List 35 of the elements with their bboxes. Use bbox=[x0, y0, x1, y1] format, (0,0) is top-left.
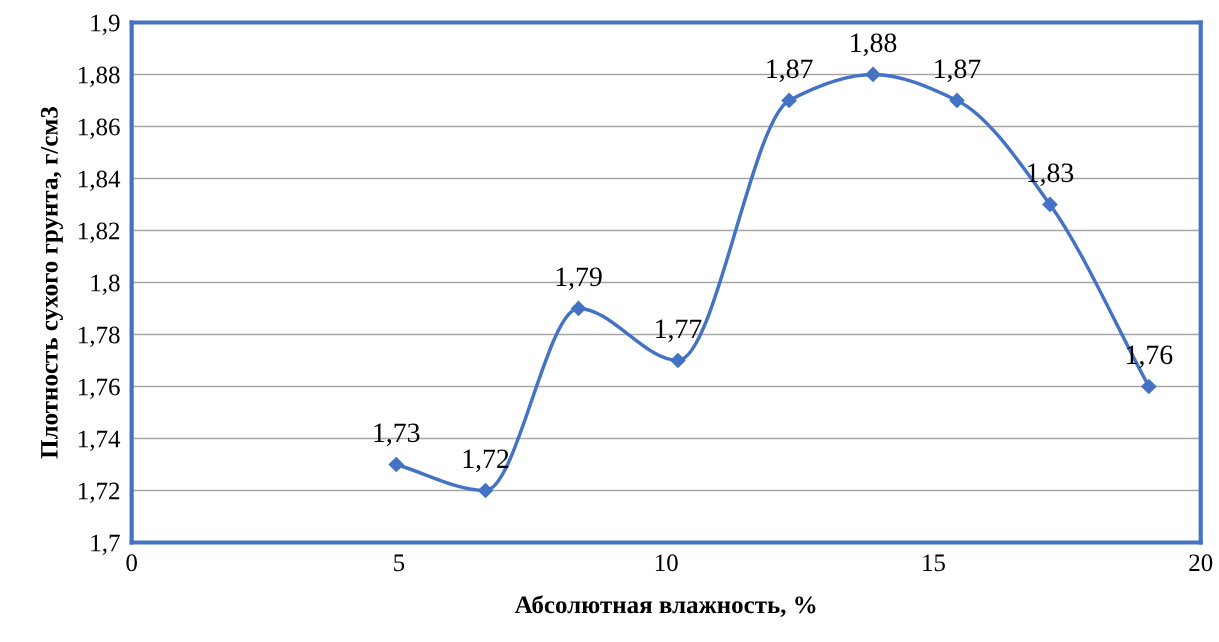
data-label: 1,72 bbox=[463, 449, 509, 473]
y-tick-label: 1,78 bbox=[78, 326, 120, 347]
data-label: 1,87 bbox=[935, 59, 981, 83]
y-tick-label: 1,88 bbox=[78, 66, 120, 87]
x-tick-label: 20 bbox=[1189, 554, 1213, 572]
y-tick-label: 1,86 bbox=[78, 118, 120, 139]
data-label: 1,73 bbox=[374, 423, 420, 447]
y-tick-label: 1,74 bbox=[78, 430, 121, 451]
point bbox=[781, 92, 797, 109]
x-tick-label: 5 bbox=[394, 554, 405, 572]
data-label: 1,79 bbox=[556, 267, 602, 291]
point bbox=[949, 92, 965, 109]
point bbox=[670, 352, 686, 369]
x-tick-label: 15 bbox=[923, 554, 945, 572]
x-axis-title: Абсолютная влажность, % bbox=[514, 595, 816, 617]
y-tick-label: 1,82 bbox=[78, 222, 120, 243]
y-tick-label: 1,76 bbox=[78, 378, 120, 399]
data-label: 1,83 bbox=[1028, 163, 1074, 187]
data-label: 1,77 bbox=[656, 319, 702, 343]
point bbox=[570, 300, 587, 317]
y-axis-title: Плотность сухого грунта, г/см3 bbox=[40, 106, 63, 459]
y-tick-label: 1,72 bbox=[78, 482, 120, 504]
y-tick-label: 1,9 bbox=[91, 14, 120, 35]
point bbox=[388, 456, 404, 473]
y-tick-label: 1,8 bbox=[91, 274, 120, 295]
point bbox=[1042, 196, 1058, 213]
x-tick-label: 0 bbox=[126, 554, 137, 572]
y-tick-label: 1,84 bbox=[78, 170, 121, 191]
x-tick-label: 10 bbox=[655, 554, 678, 572]
point bbox=[865, 66, 881, 83]
data-label: 1,88 bbox=[851, 33, 897, 57]
point bbox=[477, 482, 494, 499]
data-label: 1,87 bbox=[767, 59, 813, 83]
y-tick-label: 1,7 bbox=[91, 534, 120, 556]
point bbox=[1141, 378, 1157, 395]
